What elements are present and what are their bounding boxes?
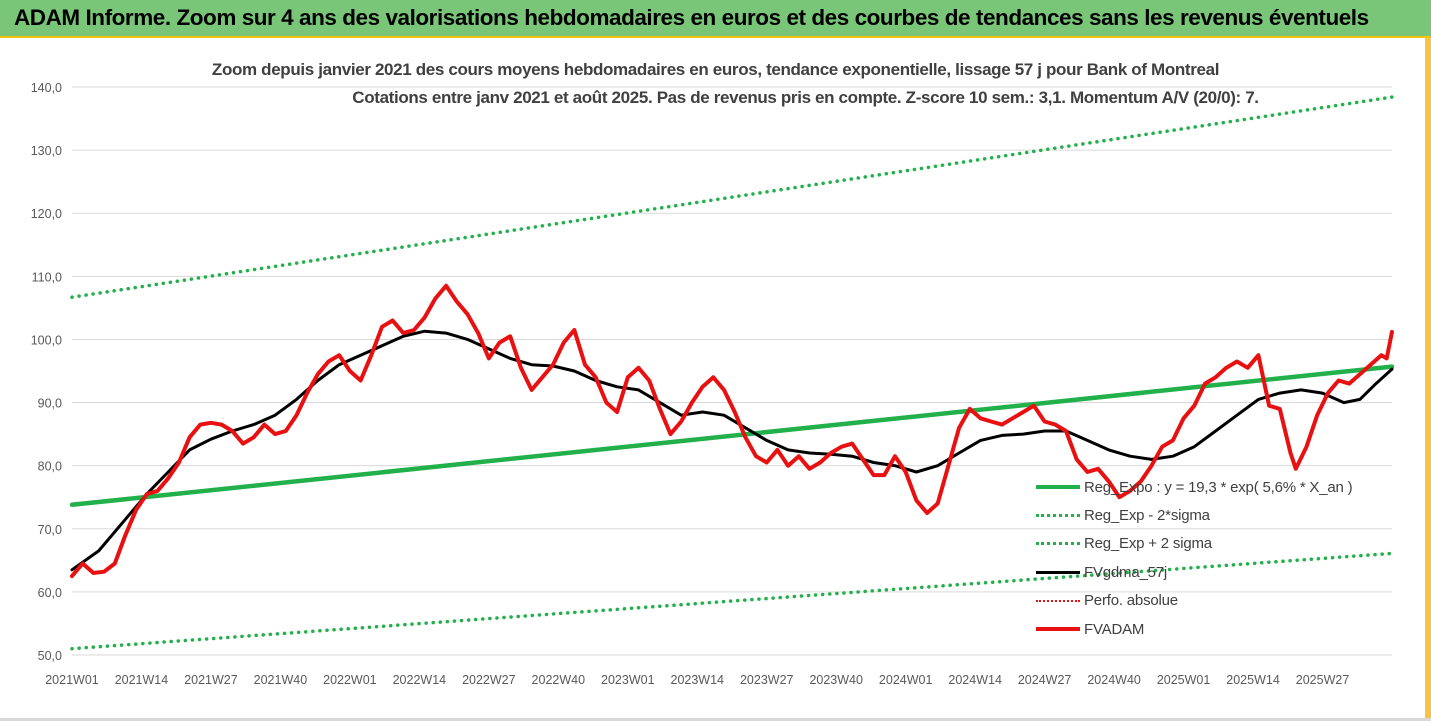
x-tick-label: 2024W40 — [1087, 673, 1141, 687]
legend-swatch — [1036, 570, 1080, 574]
y-tick-label: 50,0 — [38, 649, 62, 663]
page-title: ADAM Informe. Zoom sur 4 ans des valoris… — [14, 5, 1369, 30]
bottom-border — [0, 718, 1431, 721]
series-line-band — [70, 551, 1394, 651]
legend-label: FVgdma_57j — [1084, 563, 1168, 581]
legend-item: Reg_Exp + 2 sigma — [1036, 530, 1396, 558]
x-tick-label: 2024W14 — [948, 673, 1002, 687]
series-line-smooth — [70, 329, 1394, 572]
series-line-band — [70, 95, 1394, 299]
legend-label: Perfo. absolue — [1084, 592, 1178, 610]
y-tick-label: 110,0 — [32, 270, 62, 284]
legend-swatch — [1036, 627, 1080, 632]
series-line-price — [70, 283, 1394, 579]
legend-swatch — [1036, 514, 1080, 518]
x-tick-label: 2021W40 — [254, 673, 308, 687]
x-tick-label: 2023W40 — [809, 673, 863, 687]
x-tick-label: 2024W27 — [1018, 673, 1072, 687]
x-tick-label: 2025W14 — [1226, 673, 1280, 687]
y-tick-label: 90,0 — [38, 397, 62, 411]
x-tick-label: 2022W14 — [393, 673, 447, 687]
x-tick-label: 2023W01 — [601, 673, 655, 687]
legend-swatch — [1036, 485, 1080, 490]
chart-legend: Reg_Expo : y = 19,3 * exp( 5,6% * X_an )… — [1036, 473, 1396, 643]
x-tick-label: 2022W27 — [462, 673, 516, 687]
y-tick-label: 80,0 — [38, 460, 62, 474]
legend-item: FVgdma_57j — [1036, 558, 1396, 586]
legend-item: Reg_Expo : y = 19,3 * exp( 5,6% * X_an ) — [1036, 473, 1396, 501]
legend-item: Reg_Exp - 2*sigma — [1036, 501, 1396, 529]
x-tick-label: 2022W01 — [323, 673, 377, 687]
chart-title: Zoom depuis janvier 2021 des cours moyen… — [211, 60, 1220, 79]
x-tick-label: 2021W27 — [184, 673, 238, 687]
x-tick-label: 2025W01 — [1157, 673, 1211, 687]
y-tick-label: 100,0 — [31, 333, 62, 347]
series-line-trend — [69, 364, 1395, 508]
x-tick-label: 2021W14 — [115, 673, 169, 687]
x-tick-label: 2025W27 — [1296, 673, 1350, 687]
legend-item: Perfo. absolue — [1036, 587, 1396, 615]
legend-label: Reg_Exp - 2*sigma — [1084, 507, 1210, 525]
legend-item: FVADAM — [1036, 615, 1396, 643]
x-tick-label: 2024W01 — [879, 673, 933, 687]
header-banner: ADAM Informe. Zoom sur 4 ans des valoris… — [0, 0, 1431, 38]
frame-accent — [1425, 38, 1431, 721]
y-tick-label: 140,0 — [31, 81, 62, 95]
legend-swatch — [1036, 599, 1080, 602]
x-tick-label: 2023W14 — [671, 673, 725, 687]
legend-swatch — [1036, 542, 1080, 546]
legend-label: FVADAM — [1084, 620, 1145, 638]
x-tick-label: 2022W40 — [532, 673, 586, 687]
chart-subtitle: Cotations entre janv 2021 et août 2025. … — [352, 88, 1259, 107]
x-tick-label: 2023W27 — [740, 673, 794, 687]
y-tick-label: 70,0 — [38, 523, 62, 537]
y-tick-label: 130,0 — [31, 144, 62, 158]
y-tick-label: 60,0 — [38, 586, 62, 600]
x-tick-label: 2021W01 — [45, 673, 99, 687]
y-tick-label: 120,0 — [31, 207, 62, 221]
legend-label: Reg_Expo : y = 19,3 * exp( 5,6% * X_an ) — [1084, 478, 1353, 496]
chart: 50,0 60,0 70,0 80,0 90,0 100,0 110,0 120,0 130,0… — [31, 81, 1395, 687]
legend-label: Reg_Exp + 2 sigma — [1084, 535, 1212, 553]
